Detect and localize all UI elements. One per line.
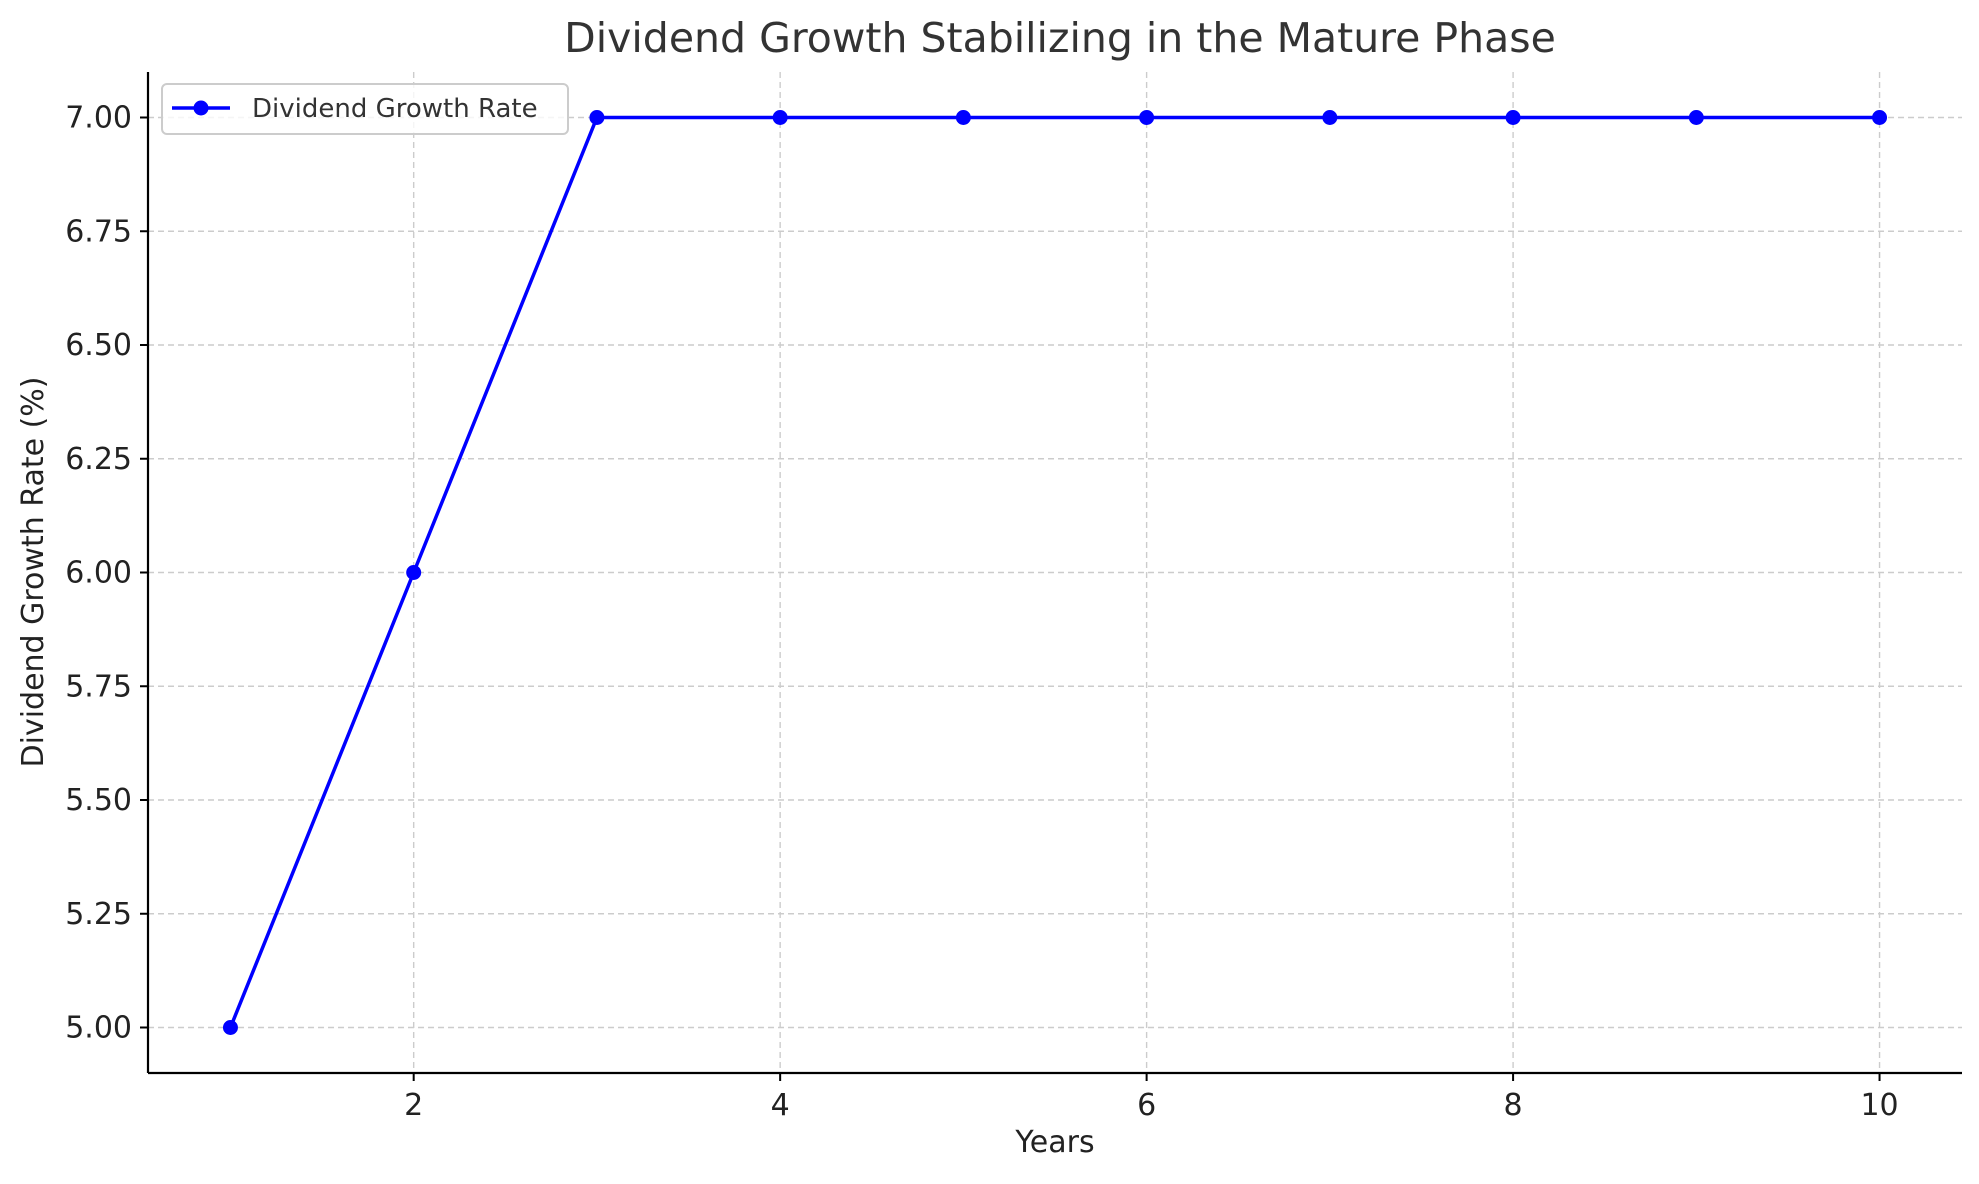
y-tick-label: 5.25: [65, 897, 132, 932]
y-tick-label: 7.00: [65, 101, 132, 136]
data-point: [772, 110, 788, 125]
legend-box: [161, 83, 569, 135]
data-point: [1505, 110, 1521, 125]
data-point: [1139, 110, 1155, 125]
y-tick-label: 6.25: [65, 442, 132, 477]
x-tick-label: 2: [404, 1088, 423, 1123]
x-tick-label: 6: [1137, 1088, 1156, 1123]
y-tick-label: 6.50: [65, 328, 132, 363]
y-axis-label: Dividend Growth Rate (%): [16, 377, 51, 768]
series-layer: [222, 110, 1888, 1035]
data-point: [1322, 110, 1338, 125]
data-point: [1688, 110, 1704, 125]
chart-title: Dividend Growth Stabilizing in the Matur…: [564, 14, 1556, 62]
data-point: [955, 110, 971, 125]
y-tick-label: 5.75: [65, 669, 132, 704]
y-tick-label: 5.50: [65, 783, 132, 818]
legend-label: Dividend Growth Rate: [252, 94, 538, 124]
x-tick-label: 4: [771, 1088, 790, 1123]
x-axis-label: Years: [1014, 1125, 1094, 1160]
y-tick-label: 6.00: [65, 556, 132, 591]
data-point: [1872, 110, 1888, 125]
legend: Dividend Growth Rate: [161, 83, 569, 135]
x-tick-label: 10: [1860, 1088, 1898, 1123]
legend-marker-swatch: [193, 100, 209, 116]
x-axis-ticks: 2 4 6 8 10: [404, 1073, 1899, 1123]
y-tick-label: 5.00: [65, 1011, 132, 1046]
data-point: [222, 1020, 238, 1035]
data-point: [406, 565, 422, 580]
x-tick-label: 8: [1504, 1088, 1523, 1123]
data-point: [589, 110, 605, 125]
y-axis-ticks: 5.00 5.25 5.50 5.75 6.00 6.25 6.50 6.75 7.00: [65, 101, 148, 1046]
y-tick-label: 6.75: [65, 214, 132, 249]
series-line: [228, 115, 1880, 1029]
